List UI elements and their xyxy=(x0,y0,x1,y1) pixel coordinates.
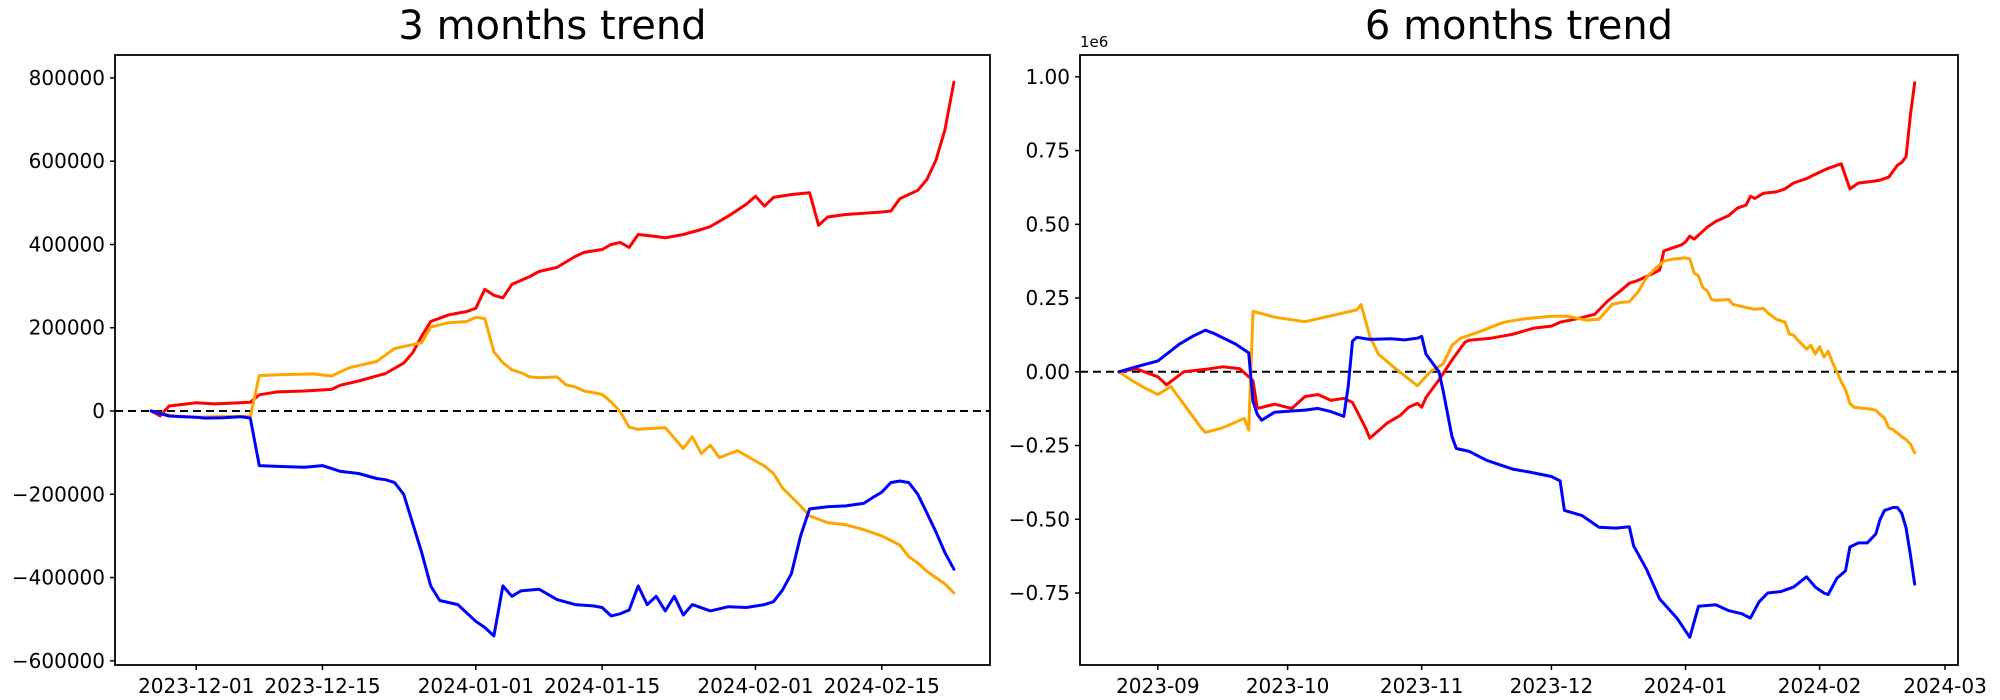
x-tick-label: 2023-09 xyxy=(1116,674,1200,698)
x-tick-label: 2023-12-01 xyxy=(138,674,254,698)
x-tick-label: 2024-02 xyxy=(1778,674,1862,698)
y-tick-label: 0 xyxy=(92,399,105,423)
y-tick-label: −0.50 xyxy=(1009,507,1070,531)
y-tick-label: −400000 xyxy=(12,566,105,590)
y-tick-label: −0.75 xyxy=(1009,581,1070,605)
x-tick-label: 2023-11 xyxy=(1380,674,1464,698)
series-line-blue xyxy=(149,409,956,638)
y-tick-label: 800000 xyxy=(29,66,105,90)
series-line-blue xyxy=(1117,328,1917,639)
plot-box xyxy=(1079,54,1959,666)
y-tick-label: −600000 xyxy=(12,649,105,673)
plot-box xyxy=(114,54,991,666)
series-line-red xyxy=(1117,81,1917,440)
x-tick-label: 2023-12 xyxy=(1510,674,1594,698)
x-tick-label: 2024-01-15 xyxy=(544,674,660,698)
y-tick-label: 0.75 xyxy=(1025,139,1070,163)
y-tick-label: 0.25 xyxy=(1025,286,1070,310)
x-tick-label: 2023-12-15 xyxy=(264,674,380,698)
y-tick-label: 200000 xyxy=(29,316,105,340)
chart-six-months: 1.00 0.75 0.50 0.25 0.00 −0.25 −0.50 −0.75 2023-… xyxy=(1009,33,1987,698)
x-tick-label: 2024-02-15 xyxy=(824,674,940,698)
x-tick-label: 2023-10 xyxy=(1246,674,1330,698)
chart-title-3-months-trend: 3 months trend xyxy=(398,3,707,49)
x-tick-label: 2024-03 xyxy=(1903,674,1987,698)
y-tick-label: 0.00 xyxy=(1025,360,1070,384)
chart-title-6-months-trend: 6 months trend xyxy=(1364,3,1674,49)
series-line-red xyxy=(149,80,956,418)
y-tick-label: −0.25 xyxy=(1009,434,1070,458)
axis-offset-label: 1e6 xyxy=(1080,33,1108,51)
x-tick-label: 2024-01-01 xyxy=(418,674,534,698)
series-line-orange xyxy=(149,315,956,595)
x-tick-label: 2024-02-01 xyxy=(697,674,813,698)
chart-three-months: 800000 600000 400000 200000 0 −200000 −400000 −… xyxy=(12,54,991,698)
x-axis-six-months: 2023-09 2023-10 2023-11 2023-12 2024-01 2024-… xyxy=(1116,665,1987,698)
y-axis-three-months: 800000 600000 400000 200000 0 −200000 −400000 −… xyxy=(12,66,115,673)
y-tick-label: 600000 xyxy=(29,149,105,173)
y-tick-label: 1.00 xyxy=(1025,65,1070,89)
series-line-orange xyxy=(1117,256,1917,455)
x-tick-label: 2024-01 xyxy=(1644,674,1728,698)
y-tick-label: −200000 xyxy=(12,482,105,506)
y-axis-six-months: 1.00 0.75 0.50 0.25 0.00 −0.25 −0.50 −0.75 xyxy=(1009,65,1080,605)
x-axis-three-months: 2023-12-01 2023-12-15 2024-01-01 2024-01-15… xyxy=(138,665,940,698)
y-tick-label: 400000 xyxy=(29,232,105,256)
y-tick-label: 0.50 xyxy=(1025,212,1070,236)
